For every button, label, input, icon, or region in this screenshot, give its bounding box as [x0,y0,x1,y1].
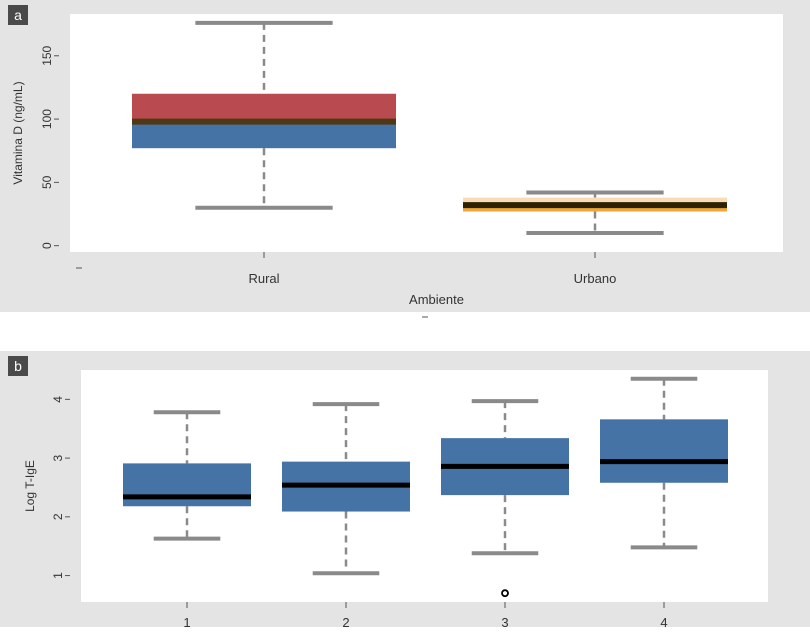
y-tick-label: 2 [51,513,65,520]
x-tick-label: Rural [248,271,279,286]
y-tick-label: 100 [40,109,54,129]
x-tick-label: 3 [501,615,508,627]
panel-tag-label: a [14,7,22,23]
box-lower-half [282,485,410,512]
y-tick-label: 3 [51,454,65,461]
box-lower-half [132,121,396,149]
box-upper-half [441,438,569,467]
panel-tag-box [8,5,28,25]
panel-tag-box [8,356,28,376]
box-lower-half [123,496,251,507]
y-tick-label: 1 [51,572,65,579]
y-tick-label: 4 [51,396,65,403]
box-upper-half [463,197,727,206]
box-lower-half [600,461,728,483]
outlier-point [501,589,509,598]
x-tick-label: 1 [183,615,190,627]
y-axis-label: Log T-IgE [23,460,37,512]
panel-tag-label: b [14,358,22,374]
box-lower-half [441,466,569,496]
y-tick-label: 150 [40,45,54,65]
panel-a: a 0 50 100 150 Vitamina D (ng/mL) Rural Urbano A… [0,0,810,318]
x-axis-label: Ambiente [409,292,464,307]
box-lower-half [463,205,727,212]
x-tick-label: 2 [342,615,349,627]
x-tick-label: Urbano [574,271,617,286]
y-tick-label: 0 [40,242,54,249]
x-tick-label: 4 [660,615,667,627]
panel-b: b 1 2 3 4 Log T-IgE 1 2 3 4 [0,351,810,630]
box-upper-half [123,463,251,497]
box-upper-half [282,461,410,486]
box-upper-half [132,93,396,122]
box-upper-half [600,419,728,462]
y-tick-label: 50 [40,175,54,189]
y-axis-label: Vitamina D (ng/mL) [11,81,25,184]
